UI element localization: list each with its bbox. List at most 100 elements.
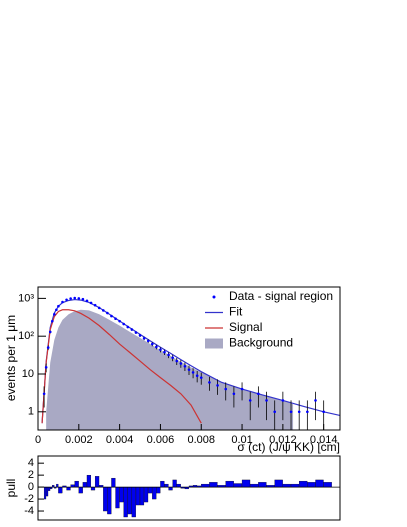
data-point <box>199 376 203 379</box>
data-point <box>306 410 309 414</box>
legend-label: Fit <box>229 305 243 319</box>
x-tick-label: 0.014 <box>310 434 338 446</box>
y-axis-label: events per 1 μm <box>4 315 18 401</box>
background-area <box>46 309 294 430</box>
pull-bar <box>209 482 218 488</box>
data-point <box>106 311 109 315</box>
data-point <box>57 304 60 308</box>
pull-bar <box>176 483 181 488</box>
data-point <box>48 330 52 334</box>
y-tick-label: 2 <box>28 469 34 481</box>
pull-area <box>38 474 340 518</box>
pull-bar <box>78 486 83 494</box>
data-point <box>42 392 46 396</box>
pull-bar <box>66 486 71 491</box>
data-point <box>44 366 48 369</box>
x-tick-label: 0 <box>35 434 41 446</box>
data-point <box>159 348 162 351</box>
x-tick-label: 0.012 <box>269 434 297 446</box>
pull-bar <box>135 486 140 506</box>
y-tick-label: -4 <box>24 505 34 517</box>
data-point <box>81 297 85 301</box>
data-point <box>73 296 77 300</box>
data-point <box>322 410 325 414</box>
pull-bar <box>315 479 324 488</box>
legend-marker <box>212 295 216 299</box>
pull-bar <box>168 486 173 491</box>
legend-label: Data - signal region <box>229 289 333 303</box>
y-tick-label: 4 <box>28 457 34 469</box>
data-point <box>191 371 195 374</box>
pull-bar <box>156 486 161 494</box>
data-point <box>118 319 121 323</box>
data-point <box>77 297 81 300</box>
data-point <box>314 399 317 402</box>
data-point <box>281 399 285 402</box>
pull-bar <box>241 479 251 488</box>
x-tick-label: 0.006 <box>147 434 175 446</box>
pull-bar <box>90 486 96 491</box>
data-point <box>248 399 252 402</box>
curve <box>41 309 202 424</box>
x-tick-label: 0.002 <box>65 434 93 446</box>
data-point <box>114 317 117 321</box>
y-tick-label: 1 <box>28 406 34 418</box>
pull-bar <box>282 483 291 488</box>
pull-bar <box>148 486 153 494</box>
pull-bar <box>258 482 267 488</box>
data-point <box>93 303 97 307</box>
data-point <box>69 297 72 300</box>
data-point <box>53 312 56 316</box>
pull-bar <box>131 486 136 518</box>
x-tick-label: 0.008 <box>187 434 215 446</box>
pull-bar <box>307 482 316 488</box>
plot-area <box>41 296 340 430</box>
y-tick-label: 10 <box>22 368 34 380</box>
pull-bar <box>58 486 63 494</box>
main-pad <box>41 296 340 430</box>
legend-label: Background <box>229 336 293 350</box>
pull-frame <box>37 455 341 521</box>
pull-bar <box>123 486 128 518</box>
pull-bar <box>160 480 165 488</box>
data-point <box>130 328 134 331</box>
legend-marker <box>205 338 223 349</box>
pull-bar <box>323 482 332 488</box>
data-point <box>187 368 191 371</box>
pull-bar <box>139 486 145 506</box>
x-axis-label: σ (ct) (J/ψ KK) [cm] <box>237 440 340 454</box>
pull-bar <box>299 480 308 488</box>
data-point <box>224 387 228 391</box>
data-point <box>195 374 199 378</box>
data-point <box>65 298 68 302</box>
pull-bar <box>172 479 177 488</box>
data-point <box>97 306 101 310</box>
x-tick-label: 0.01 <box>231 434 252 446</box>
pull-bar <box>82 482 87 488</box>
data-point <box>138 334 142 337</box>
data-point <box>150 342 154 346</box>
pull-bar <box>127 486 132 515</box>
data-point <box>46 346 50 349</box>
data-point <box>142 336 146 340</box>
data-point <box>175 359 179 363</box>
data-point <box>179 362 183 365</box>
pull-bar <box>43 486 47 500</box>
pull-bar <box>119 486 124 503</box>
pull-bar <box>225 480 234 488</box>
data-point <box>50 319 54 323</box>
curve <box>41 298 340 424</box>
pull-bar <box>164 483 169 488</box>
y-tick-label: 10³ <box>18 292 34 304</box>
data-point <box>171 356 174 359</box>
pull-bar <box>46 486 49 497</box>
data-point <box>257 392 260 396</box>
data-point <box>101 309 105 312</box>
data-point <box>89 301 93 305</box>
pull-bar <box>152 486 157 500</box>
pull-bar <box>115 486 120 509</box>
data-point <box>134 331 138 334</box>
y-tick-label: 0 <box>28 481 34 493</box>
